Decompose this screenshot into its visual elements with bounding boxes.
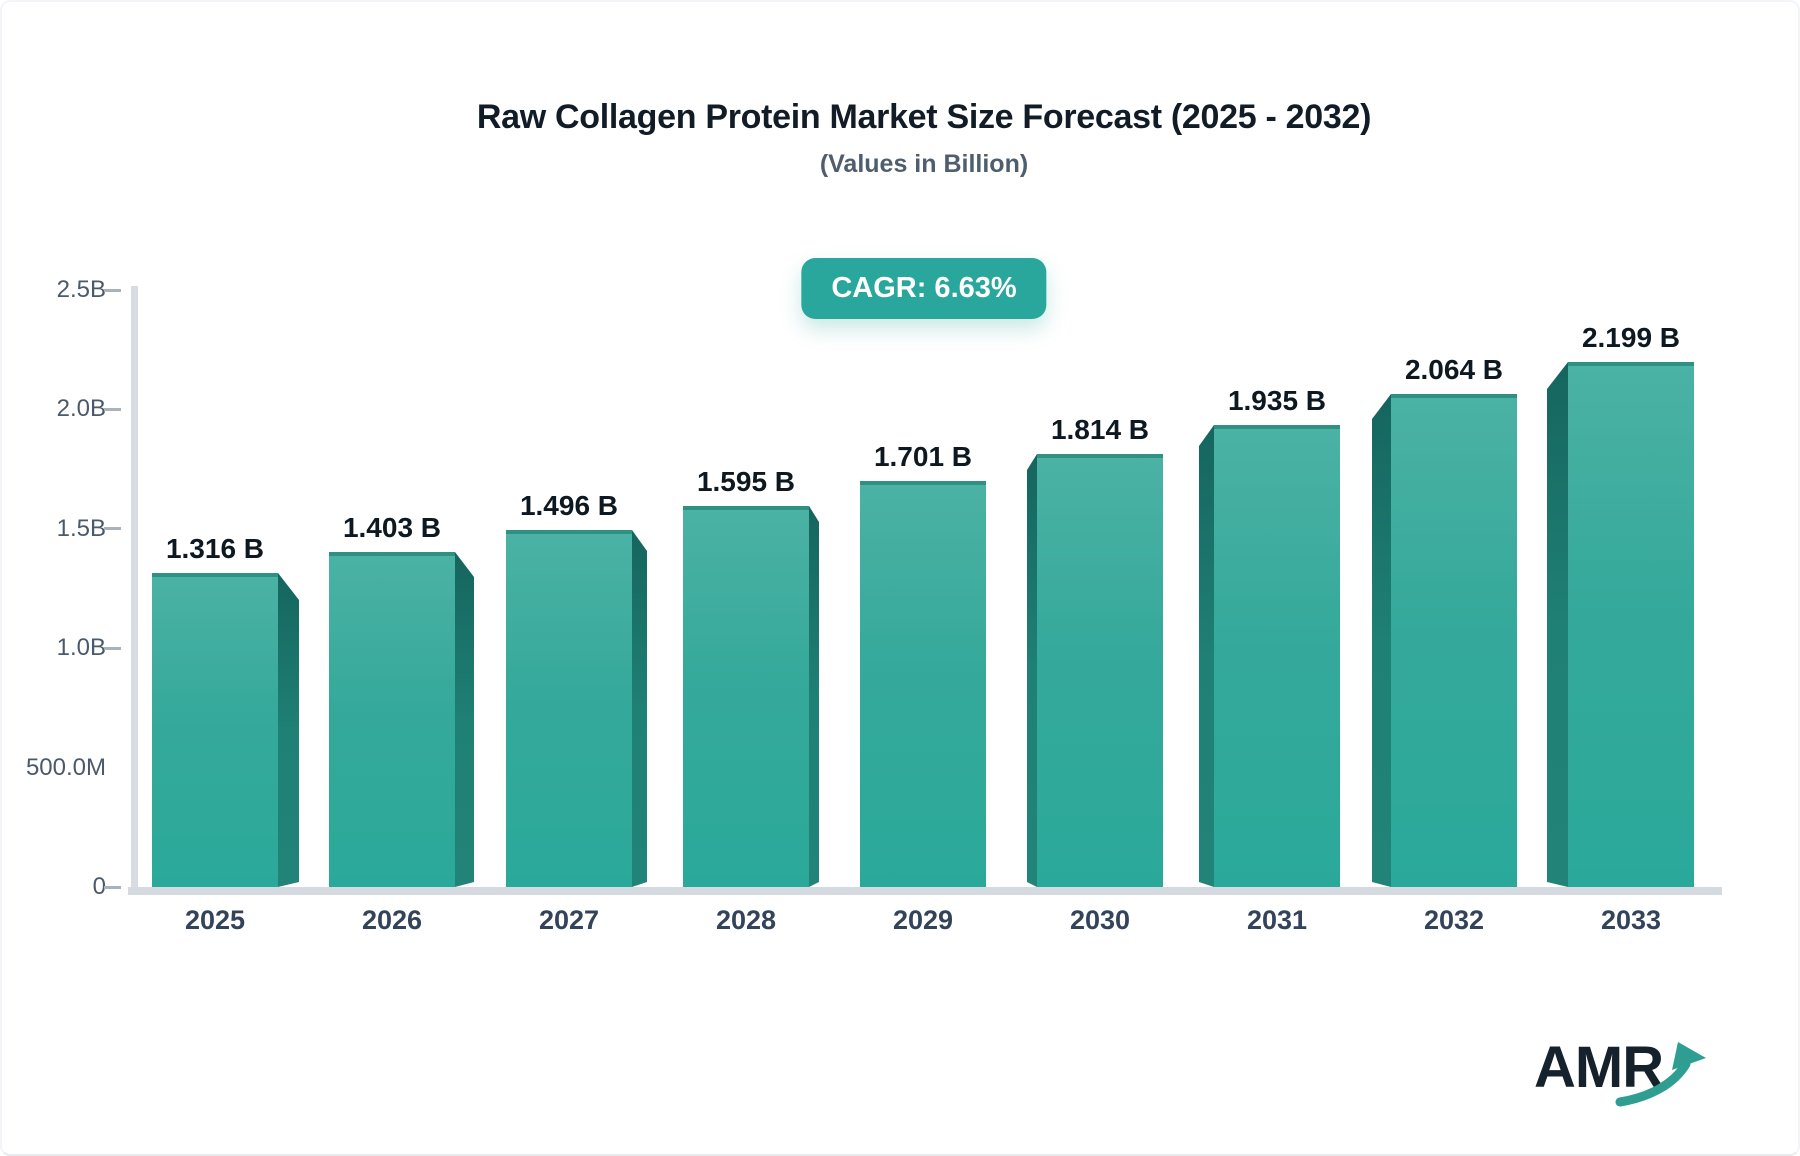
- y-axis-tick: [104, 527, 121, 531]
- bar-2030: [1037, 454, 1163, 887]
- bar-value-label: 1.316 B: [165, 533, 265, 564]
- y-axis-label: 0: [92, 873, 106, 900]
- bar-2028: [683, 506, 809, 887]
- x-axis-label: 2032: [1423, 905, 1485, 935]
- x-axis-label: 2025: [184, 905, 246, 935]
- bar-2026: [329, 552, 455, 887]
- bar-value-label: 1.496 B: [519, 490, 619, 521]
- chart-subtitle: (Values in Billion): [819, 150, 1029, 178]
- bar-side-2032: [1372, 394, 1391, 887]
- y-axis-label: 1.0B: [56, 634, 106, 662]
- bar-value-label: 1.701 B: [873, 441, 973, 472]
- bar-value-label: 1.595 B: [696, 466, 796, 497]
- bar-value-label: 1.403 B: [342, 512, 442, 543]
- amr-logo-text: AMR: [1534, 1035, 1664, 1100]
- bar-value-label: 1.935 B: [1227, 385, 1327, 416]
- y-axis-tick: [104, 885, 121, 889]
- bar-2032: [1391, 394, 1517, 887]
- y-axis-label: 500.0M: [25, 753, 106, 781]
- bar-value-label: 2.199 B: [1581, 322, 1681, 353]
- bar-2031: [1214, 425, 1340, 887]
- bar-side-2027: [632, 530, 647, 887]
- y-axis-tick: [104, 288, 121, 292]
- bar-side-2028: [809, 506, 819, 887]
- y-axis-label: 1.5B: [56, 514, 106, 542]
- growth-arrow-icon: [1615, 1042, 1706, 1107]
- y-axis-label: 2.0B: [56, 395, 106, 423]
- y-axis-tick: [104, 407, 121, 411]
- bar-2027: [506, 530, 632, 887]
- bar-side-2025: [278, 573, 299, 887]
- x-axis-label: 2029: [892, 905, 954, 935]
- x-axis-label: 2030: [1069, 905, 1131, 935]
- amr-logo: AMR: [1534, 1038, 1734, 1118]
- bar-side-2026: [455, 552, 474, 887]
- x-axis-label: 2031: [1246, 905, 1308, 935]
- bar-side-2033: [1547, 362, 1568, 887]
- cagr-badge: CAGR: 6.63%: [801, 258, 1047, 319]
- chart-title: Raw Collagen Protein Market Size Forecas…: [476, 98, 1372, 136]
- x-axis-label: 2026: [361, 905, 423, 935]
- y-axis-line: [131, 286, 138, 895]
- x-axis-label: 2028: [715, 905, 777, 935]
- y-axis-label: 2.5B: [56, 276, 106, 303]
- bar-side-2031: [1199, 425, 1214, 887]
- bar-2025: [152, 573, 278, 887]
- bar-2029: [860, 481, 986, 887]
- bar-side-2030: [1027, 454, 1037, 887]
- x-axis-baseline: [128, 887, 1722, 895]
- bar-2033: [1568, 362, 1694, 887]
- y-axis-tick: [104, 646, 121, 650]
- bar-value-label: 2.064 B: [1404, 354, 1504, 385]
- cagr-badge-label: CAGR: 6.63%: [831, 272, 1017, 304]
- bar-value-label: 1.814 B: [1050, 414, 1150, 445]
- x-axis-label: 2033: [1600, 905, 1662, 935]
- x-axis-label: 2027: [538, 905, 600, 935]
